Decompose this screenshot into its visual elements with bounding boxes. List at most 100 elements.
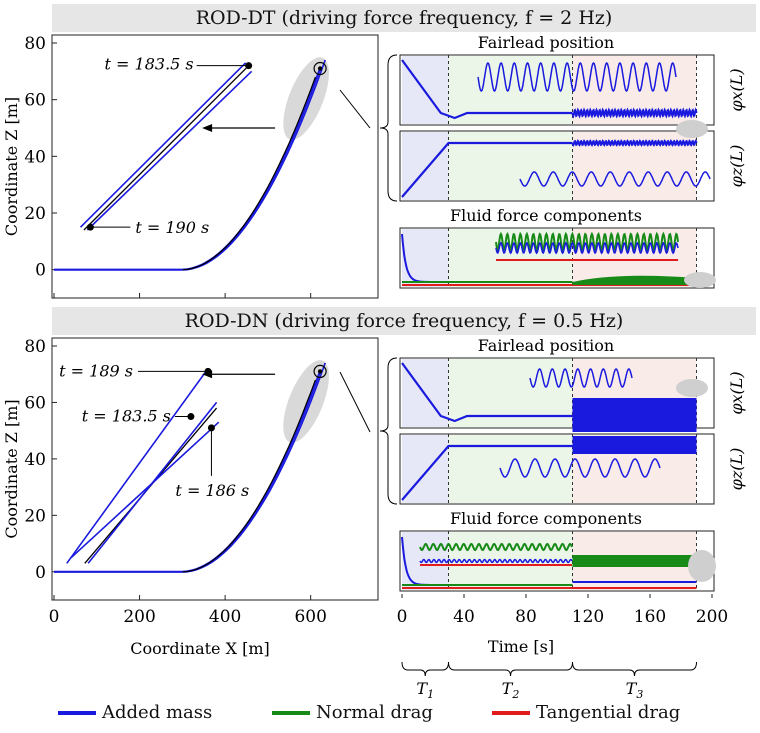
y-tick-label: 60 — [24, 393, 46, 413]
banner-rod-dt: ROD-DT (driving force frequency, f = 2 H… — [52, 4, 756, 32]
arrow-head — [202, 124, 213, 132]
subplot-title-fairlead: Fairlead position — [478, 33, 614, 52]
banner-rod-dn: ROD-DN (driving force frequency, f = 0.5… — [52, 307, 756, 335]
brace — [379, 54, 398, 202]
time-annotation-label: t = 190 s — [135, 218, 209, 237]
rod-segment-blue — [66, 368, 209, 564]
label-phi-x: φx(L) — [727, 371, 746, 414]
label-phi-z: φz(L) — [727, 145, 746, 188]
fairlead-z-oscillation — [571, 139, 698, 147]
y-tick-label: 0 — [35, 261, 46, 281]
x-tick-label: 400 — [209, 607, 241, 627]
time-tick-label: 200 — [696, 607, 728, 627]
time-tick-label: 120 — [572, 607, 604, 627]
time-tick-label: 80 — [515, 607, 537, 627]
fairlead-marker-dot — [317, 369, 323, 374]
fairlead-marker — [313, 364, 327, 378]
legend-tangential-drag: Tangential drag — [492, 702, 680, 723]
y-tick-label: 20 — [24, 204, 46, 224]
phase-label: T1 — [416, 679, 434, 700]
fairlead-z-curve — [401, 141, 573, 198]
mooring-line-curve — [54, 68, 322, 271]
fluid-green-oscillation — [572, 555, 697, 567]
mooring-line-curve — [54, 371, 322, 573]
figure-canvas: 0 20 40 60 80 Coordinate Z [m] t = 183.5 s t = … — [2, 33, 746, 700]
legend-swatch-red — [492, 710, 530, 715]
legend-label-normal-drag: Normal drag — [316, 702, 433, 723]
time-tick-label: 0 — [397, 607, 408, 627]
legend-label-added-mass: Added mass — [102, 702, 213, 723]
rod-segment-blue — [87, 401, 218, 564]
phase-brace — [572, 661, 697, 677]
subplot-title-fluid: Fluid force components — [450, 509, 642, 528]
arrow-head — [202, 370, 213, 379]
phase-brace — [448, 661, 573, 677]
y-axis-label: Coordinate Z [m] — [2, 97, 21, 236]
highlight-spot — [676, 120, 708, 138]
time-annotation-label: t = 183.5 s — [82, 407, 171, 426]
fairlead-marker-dot — [317, 66, 323, 71]
fluid-green-tail — [572, 275, 697, 285]
mooring-line-curve — [184, 362, 326, 573]
rod-segment-blue — [79, 62, 247, 228]
phase-label: T2 — [502, 679, 520, 700]
y-tick-label: 40 — [24, 147, 46, 167]
time-axis-label: Time [s] — [488, 637, 554, 656]
inset-wave-blue — [495, 241, 679, 255]
legend-label-tangential-drag: Tangential drag — [536, 702, 681, 723]
legend: Added mass Normal drag Tangential drag — [0, 700, 760, 730]
inset-wave-z — [499, 458, 661, 478]
time-annotation-label: t = 183.5 s — [105, 55, 194, 74]
highlight-spot — [688, 550, 716, 582]
highlight-spot — [684, 272, 716, 288]
connector-line — [339, 89, 371, 129]
y-tick-label: 80 — [24, 337, 46, 357]
phase-label: T3 — [626, 679, 644, 700]
y-tick-label: 20 — [24, 506, 46, 526]
label-phi-x: φx(L) — [727, 68, 746, 111]
time-tick-label: 160 — [634, 607, 666, 627]
time-tick-label: 40 — [453, 607, 475, 627]
inset-wave-x — [477, 61, 677, 93]
legend-swatch-green — [272, 710, 310, 715]
brace — [379, 357, 398, 505]
y-axis-label: Coordinate Z [m] — [2, 399, 21, 538]
legend-normal-drag: Normal drag — [272, 702, 433, 723]
fairlead-z-oscillation — [572, 436, 697, 454]
label-phi-z: φz(L) — [727, 448, 746, 491]
inset-wave-x — [529, 368, 633, 388]
x-axis-label: Coordinate X [m] — [130, 639, 269, 658]
y-tick-label: 80 — [24, 34, 46, 54]
mooring-line-curve-black — [182, 76, 316, 271]
highlight-spot — [676, 379, 708, 397]
y-tick-label: 0 — [35, 563, 46, 583]
rod-segment-blue — [70, 421, 220, 559]
fairlead-x-curve — [401, 362, 573, 423]
subplot-title-fluid: Fluid force components — [450, 206, 642, 225]
rod-segment-black — [83, 65, 250, 231]
inset-wave-green — [419, 542, 573, 552]
mooring-line-curve — [184, 59, 326, 271]
y-tick-label: 40 — [24, 450, 46, 470]
fairlead-marker — [313, 61, 327, 76]
fluid-force-plot-phase-bg — [402, 229, 449, 287]
fairlead-z-curve — [401, 444, 573, 501]
legend-added-mass: Added mass — [58, 702, 212, 723]
x-tick-label: 600 — [294, 607, 326, 627]
inset-wave-z — [519, 171, 711, 187]
subplot-title-fairlead: Fairlead position — [478, 336, 614, 355]
time-annotation-label: t = 186 s — [175, 481, 249, 500]
y-tick-label: 60 — [24, 91, 46, 111]
phase-brace — [401, 661, 449, 677]
time-annotation-label: t = 189 s — [59, 361, 133, 380]
mooring-line-curve-black — [182, 379, 316, 573]
rod-segment-blue — [86, 70, 253, 231]
legend-swatch-blue — [58, 710, 96, 715]
fairlead-x-oscillation — [572, 398, 697, 432]
x-tick-label: 0 — [49, 607, 60, 627]
connector-line — [339, 371, 371, 433]
x-tick-label: 200 — [123, 607, 155, 627]
inset-wave-blue — [419, 558, 573, 564]
inset-wave-green — [495, 231, 679, 253]
fairlead-x-oscillation — [571, 107, 698, 119]
